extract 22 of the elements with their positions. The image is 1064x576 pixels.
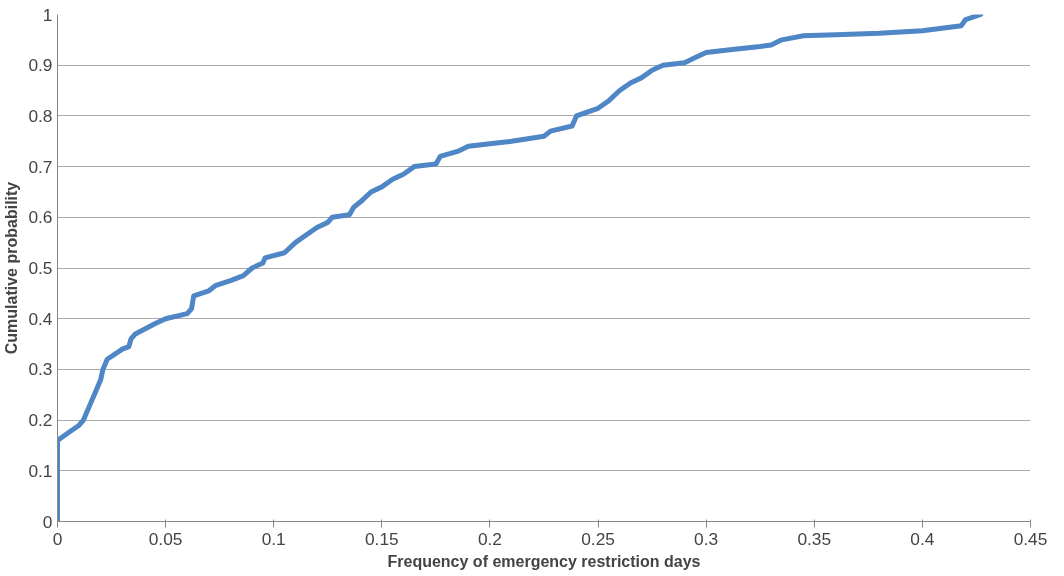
y-tick-label: 0.1 [28, 460, 53, 481]
y-tick-label: 0.2 [28, 410, 53, 431]
y-tick-label: 0.8 [28, 105, 53, 126]
y-tick-label: 0.3 [28, 359, 53, 380]
x-tick-label: 0.35 [797, 528, 832, 549]
x-tick-label: 0.3 [694, 528, 719, 549]
x-axis-title: Frequency of emergency restriction days [387, 552, 701, 570]
x-tick-label: 0.15 [364, 528, 399, 549]
x-tick-label: 0.05 [148, 528, 183, 549]
x-tick-label: 0.1 [261, 528, 286, 549]
y-tick-label: 1 [42, 4, 53, 25]
y-tick-label: 0.9 [28, 55, 53, 76]
y-tick-label: 0.6 [28, 207, 53, 228]
y-tick-label: 0.7 [28, 156, 53, 177]
x-tick-label: 0.2 [477, 528, 502, 549]
y-axis-title: Cumulative probability [3, 181, 21, 355]
y-tick-label: 0 [42, 511, 53, 532]
x-tick-label: 0.25 [581, 528, 615, 549]
x-tick-label: 0.45 [1013, 528, 1048, 549]
y-tick-label: 0.4 [28, 308, 53, 329]
x-tick-label: 0.4 [910, 528, 935, 549]
y-tick-label: 0.5 [28, 258, 53, 278]
